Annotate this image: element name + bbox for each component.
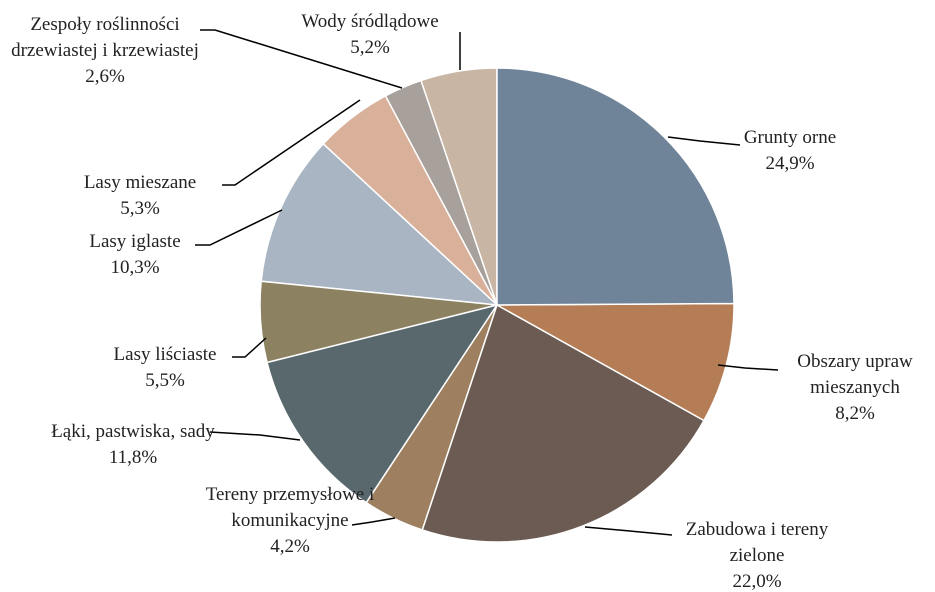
value-label: 5,2%: [350, 37, 390, 58]
slice-label: Łąki, pastwiska, sady 11,8%: [38, 419, 228, 471]
slice-label: Zabudowa i tereny zielone 22,0%: [657, 517, 857, 592]
category-name: Grunty orne: [743, 127, 837, 148]
value-label: 2,6%: [85, 66, 125, 87]
slice-label: Lasy iglaste 10,3%: [55, 229, 215, 281]
category-name: Lasy liściaste: [113, 344, 217, 365]
leader-line: [209, 431, 301, 441]
category-name: Tereny przemysłowe i komunikacyjne: [205, 484, 375, 531]
value-label: 11,8%: [108, 447, 158, 468]
leader-line: [351, 517, 396, 526]
category-name: Obszary upraw mieszanych: [797, 351, 913, 398]
value-label: 4,2%: [270, 536, 310, 557]
leader-line: [222, 99, 361, 186]
leader-line: [584, 526, 673, 536]
slice-label: Obszary upraw mieszanych 8,2%: [770, 349, 935, 427]
pie-slice: [260, 142, 500, 306]
value-label: 8,2%: [835, 403, 875, 424]
value-label: 24,9%: [765, 153, 815, 174]
category-name: Zabudowa i tereny zielone: [685, 519, 829, 566]
slice-label: Lasy liściaste 5,5%: [85, 342, 245, 394]
category-name: Lasy mieszane: [83, 172, 197, 193]
slice-label: Grunty orne 24,9%: [725, 125, 855, 177]
category-name: Wody śródlądowe: [301, 11, 439, 32]
category-name: Zespoły roślinności drzewiastej i krzewi…: [11, 14, 199, 61]
category-name: Łąki, pastwiska, sady: [51, 421, 215, 442]
slice-label: Lasy mieszane 5,3%: [55, 170, 225, 222]
leader-line: [667, 136, 741, 146]
pie-slice: [496, 67, 735, 306]
pie-slice: [494, 302, 735, 422]
slice-label: Tereny przemysłowe i komunikacyjne 4,2%: [205, 482, 375, 560]
leader-lines: [195, 29, 779, 536]
pie-slice: [266, 303, 499, 504]
category-name: Lasy iglaste: [89, 231, 181, 252]
leader-line: [232, 337, 267, 358]
slice-label: Wody śródlądowe 5,2%: [270, 9, 470, 61]
value-label: 5,3%: [120, 198, 160, 219]
value-label: 10,3%: [110, 257, 160, 278]
leader-line: [717, 364, 779, 371]
value-label: 5,5%: [145, 370, 185, 391]
slice-label: Zespoły roślinności drzewiastej i krzewi…: [0, 12, 210, 90]
leader-line: [200, 29, 403, 89]
pie-slice: [421, 303, 705, 543]
leader-line: [195, 209, 283, 246]
value-label: 22,0%: [732, 571, 782, 592]
